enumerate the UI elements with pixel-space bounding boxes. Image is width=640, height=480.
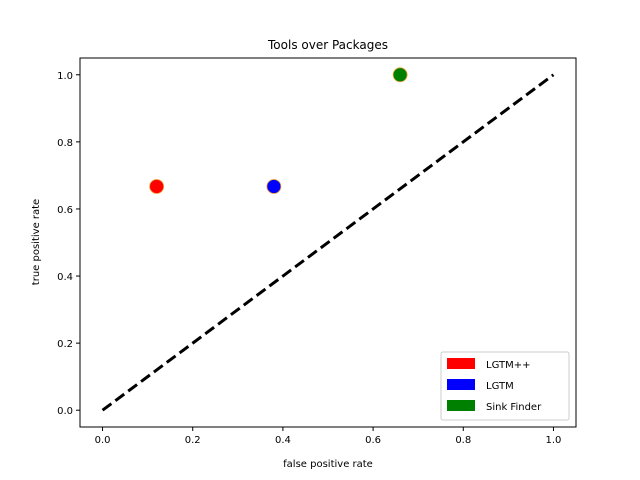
y-tick-label: 0.2 (57, 339, 73, 350)
scatter-point (266, 179, 282, 194)
legend-swatch (447, 358, 475, 369)
x-tick-label: 1.0 (546, 435, 562, 446)
legend-swatch (447, 379, 475, 390)
legend-label: Sink Finder (486, 402, 542, 413)
x-tick-label: 0.4 (275, 435, 291, 446)
x-tick-label: 0.6 (365, 435, 381, 446)
x-tick-label: 0.0 (95, 435, 111, 446)
scatter-point (392, 67, 408, 83)
diagonal-reference-line (101, 73, 555, 412)
y-tick-label: 0.8 (57, 138, 73, 149)
legend-label: LGTM++ (486, 360, 530, 371)
y-tick-label: 0.6 (57, 205, 73, 216)
y-axis-label: true positive rate (31, 199, 42, 285)
x-axis-label: false positive rate (283, 459, 373, 470)
x-tick-label: 0.2 (185, 435, 201, 446)
chart-title: Tools over Packages (267, 38, 388, 52)
legend-label: LGTM (486, 381, 514, 392)
y-tick-label: 0.0 (57, 406, 73, 417)
legend-swatch (447, 400, 475, 411)
x-axis-ticks: 0.0 0.2 0.4 0.6 0.8 1.0 (95, 427, 562, 446)
plot-frame (79, 57, 577, 428)
scatter-point (149, 179, 165, 194)
y-tick-label: 0.4 (57, 272, 73, 283)
x-tick-label: 0.8 (455, 435, 471, 446)
y-axis-ticks: 0.0 0.2 0.4 0.6 0.8 1.0 (57, 71, 80, 417)
legend: LGTM++ LGTM Sink Finder (440, 351, 570, 421)
y-tick-label: 1.0 (57, 71, 73, 82)
plot-area (101, 67, 555, 412)
